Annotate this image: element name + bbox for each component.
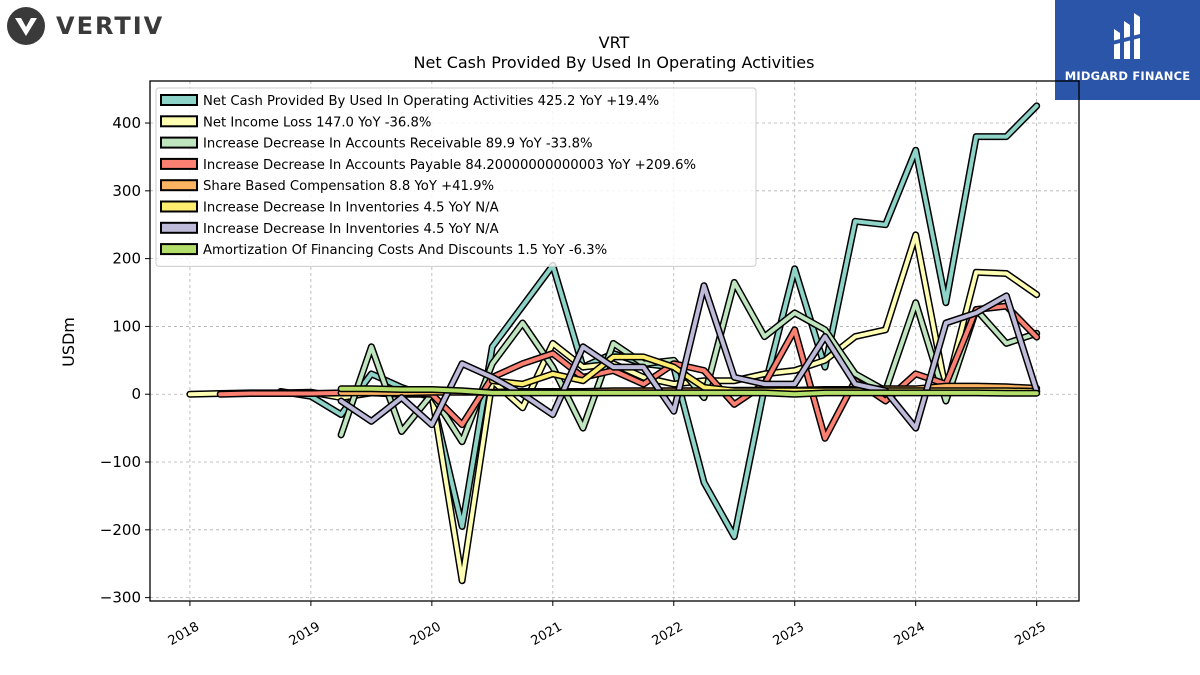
series-line (337, 385, 1041, 398)
legend-swatch (160, 115, 198, 128)
legend-label: Increase Decrease In Inventories 4.5 YoY… (203, 222, 499, 237)
series-outline (186, 231, 1041, 585)
legend-label: Increase Decrease In Accounts Receivable… (203, 137, 593, 152)
vertiv-logo-mark-icon (7, 7, 45, 45)
series-line (337, 282, 1041, 432)
legend-label: Share Based Compensation 8.8 YoY +41.9% (203, 179, 494, 194)
y-tick-label: −300 (100, 589, 141, 607)
series-line (186, 231, 1041, 585)
y-axis-label: USDm (59, 317, 78, 367)
legend-swatch (160, 179, 198, 192)
y-tick-label: 200 (112, 250, 141, 268)
legend-swatch (160, 221, 198, 234)
legend-box (155, 87, 757, 267)
vertiv-logo-text: VERTIV (56, 12, 165, 40)
chart-title: VRT (599, 33, 630, 52)
y-tick-label: 400 (112, 114, 141, 132)
legend-swatch (160, 243, 198, 256)
legend-swatch (160, 136, 198, 149)
y-tick-label: 300 (112, 182, 141, 200)
series-lines (186, 102, 1041, 585)
legend-swatch (160, 200, 198, 213)
x-tick-label: 2023 (771, 619, 807, 649)
midgard-logo-text: MIDGARD FINANCE (1064, 69, 1191, 83)
y-tick-label: 0 (131, 385, 141, 403)
vertiv-logo: VERTIV (6, 6, 164, 46)
legend-swatch (160, 157, 198, 170)
y-tick-label: −100 (100, 453, 141, 471)
legend-label: Increase Decrease In Accounts Payable 84… (203, 158, 696, 173)
x-tick-label: 2019 (287, 619, 323, 649)
x-tick-label: 2020 (408, 619, 444, 649)
legend: Net Cash Provided By Used In Operating A… (155, 87, 757, 267)
legend-label: Net Cash Provided By Used In Operating A… (203, 94, 659, 109)
chart-subtitle: Net Cash Provided By Used In Operating A… (414, 53, 815, 72)
y-tick-label: 100 (112, 317, 141, 335)
x-tick-label: 2024 (892, 619, 928, 649)
x-tick-label: 2018 (166, 619, 202, 649)
legend-swatch (160, 94, 198, 106)
legend-label: Amortization Of Financing Costs And Disc… (203, 243, 607, 258)
x-tick-label: 2022 (650, 619, 686, 649)
x-tick-label: 2025 (1013, 619, 1049, 649)
x-tick-label: 2021 (529, 619, 565, 649)
series-stroke (187, 232, 1039, 583)
series-stroke (339, 386, 1039, 397)
midgard-logo-icon (1111, 13, 1144, 59)
series-stroke (339, 283, 1039, 431)
legend-label: Increase Decrease In Inventories 4.5 YoY… (203, 201, 499, 216)
plot-area-frame (149, 80, 1080, 602)
y-tick-label: −200 (100, 521, 141, 539)
legend-label: Net Income Loss 147.0 YoY -36.8% (203, 115, 431, 130)
